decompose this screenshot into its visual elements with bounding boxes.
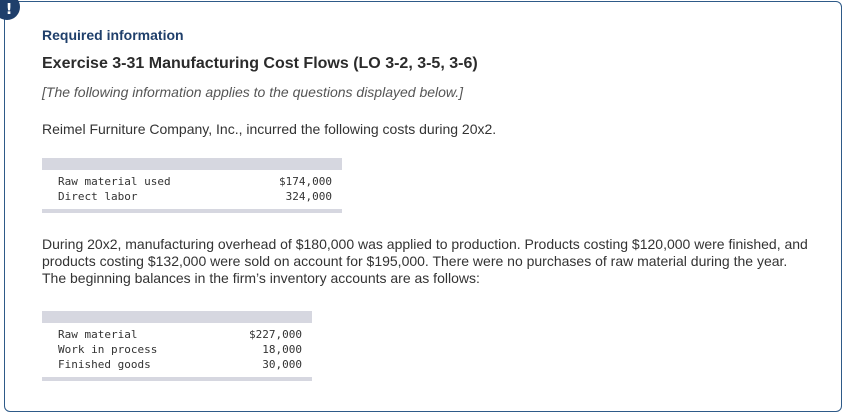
row-label: Work in process: [58, 343, 158, 356]
row-label: Direct labor: [58, 190, 138, 203]
balances-table: Raw material $227,000 Work in process 18…: [42, 311, 312, 381]
row-value: $174,000: [279, 175, 332, 188]
exercise-title: Exercise 3-31 Manufacturing Cost Flows (…: [42, 55, 478, 72]
costs-table: Raw material used $174,000 Direct labor …: [42, 158, 342, 213]
row-value: 324,000: [285, 190, 332, 203]
row-value: $227,000: [249, 328, 302, 341]
row-label: Raw material: [58, 328, 138, 341]
row-value: 30,000: [262, 358, 302, 371]
table-row: Raw material used $174,000: [42, 174, 342, 189]
question-panel: [4, 1, 842, 412]
required-information-heading: Required information: [42, 27, 184, 43]
table-row: Direct labor 324,000: [42, 189, 342, 204]
row-label: Finished goods: [58, 358, 151, 371]
row-label: Raw material used: [58, 175, 171, 188]
info-note: [The following information applies to th…: [42, 84, 464, 100]
table-row: Finished goods 30,000: [42, 357, 312, 372]
alert-icon: !: [0, 0, 20, 20]
table-row: Raw material $227,000: [42, 327, 312, 342]
row-value: 18,000: [262, 343, 302, 356]
table-row: Work in process 18,000: [42, 342, 312, 357]
body-text: During 20x2, manufacturing overhead of $…: [42, 236, 808, 286]
intro-text: Reimel Furniture Company, Inc., incurred…: [42, 121, 497, 137]
